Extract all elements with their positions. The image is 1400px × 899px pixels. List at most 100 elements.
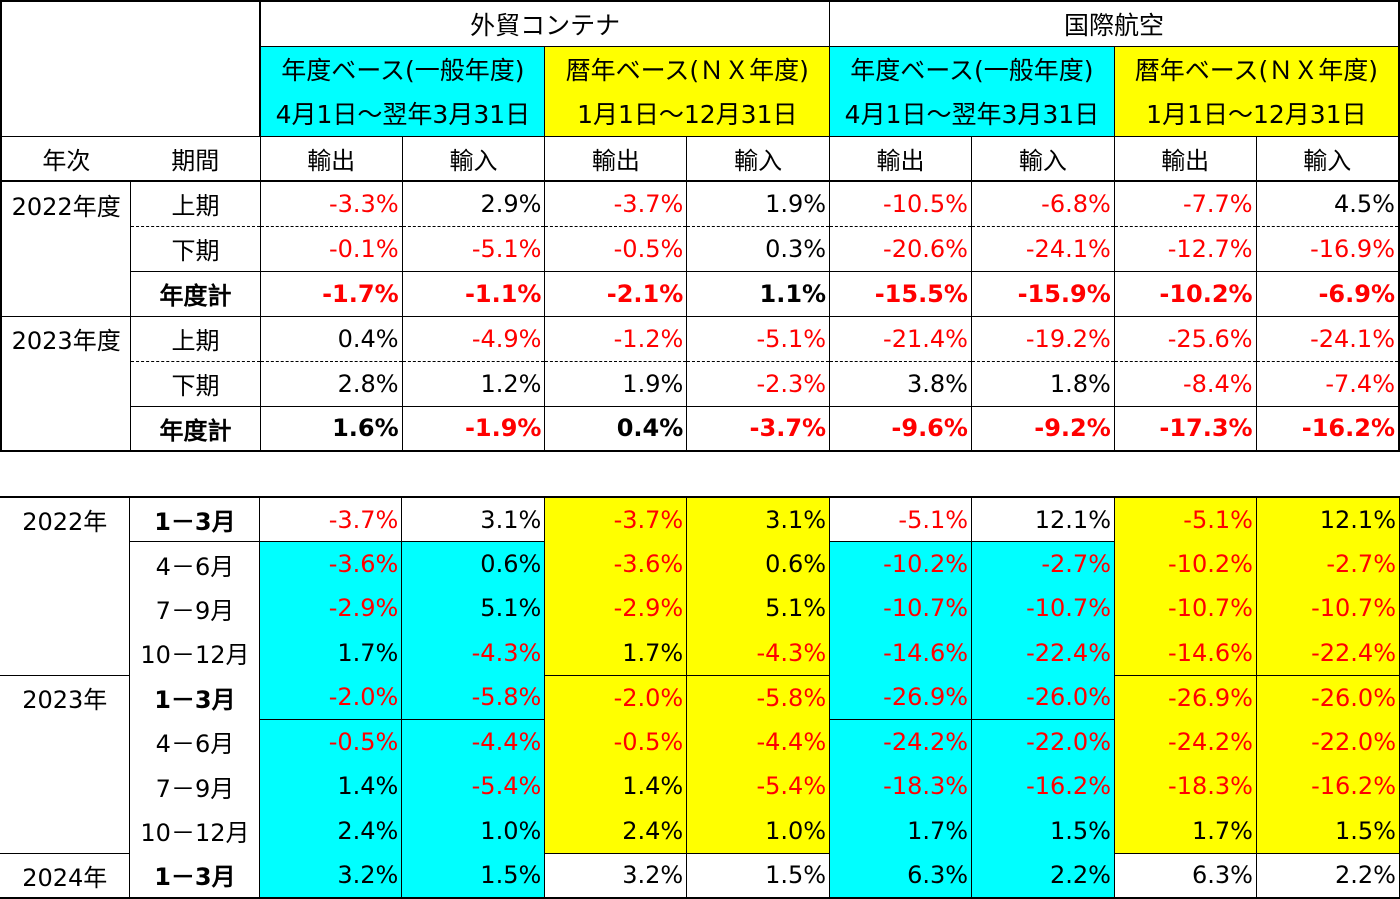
- group-header-air: 国際航空: [829, 0, 1400, 47]
- value-cell: 1.0%: [401, 808, 546, 853]
- value-cell: 3.2%: [544, 853, 688, 899]
- value-cell: -12.7%: [1114, 226, 1257, 272]
- value-cell: -10.7%: [971, 586, 1115, 631]
- col-export-header: 輸出: [544, 136, 688, 182]
- value-cell: -0.1%: [260, 226, 403, 272]
- col-import-header: 輸入: [402, 136, 546, 182]
- value-cell: -22.0%: [1256, 719, 1400, 764]
- period-header-row: 4月1日～翌年3月31日 1月1日～12月31日 4月1日～翌年3月31日 1月…: [1, 91, 1400, 137]
- period-label: 1－3月: [129, 675, 261, 720]
- period-label: 下期: [130, 226, 261, 272]
- fiscal-half-row: 2023年度 上期 0.4% -4.9% -1.2% -5.1% -21.4% -19.2% -…: [0, 316, 1400, 362]
- value-cell: 2.2%: [1256, 853, 1400, 899]
- fiscal-half-row: 下期 2.8% 1.2% 1.9% -2.3% 3.8% 1.8% -8.4% -7.4%: [0, 361, 1400, 407]
- value-cell: -26.0%: [971, 675, 1115, 720]
- year-label: 2022年: [0, 496, 131, 542]
- base-calendar-label: 暦年ベース(ＮＸ年度): [544, 46, 831, 91]
- value-cell: -1.7%: [260, 271, 403, 317]
- value-cell: -8.4%: [1114, 361, 1257, 407]
- quarter-row: 2023年 1－3月 -2.0% -5.8% -2.0% -5.8% -26.9% -26.0…: [0, 675, 1400, 720]
- value-cell: -22.4%: [1256, 630, 1400, 676]
- period-label: 10－12月: [129, 808, 261, 853]
- value-cell: 3.1%: [686, 496, 831, 542]
- value-cell: -2.9%: [259, 586, 403, 631]
- value-cell: -10.2%: [1114, 271, 1257, 317]
- value-cell: 2.2%: [971, 853, 1115, 899]
- value-cell: 1.7%: [1114, 808, 1257, 854]
- value-cell: 1.5%: [401, 853, 546, 899]
- value-cell: -22.4%: [971, 630, 1115, 675]
- value-cell: -4.4%: [401, 719, 546, 764]
- year-label: [0, 226, 132, 271]
- quarter-row: 7－9月 1.4% -5.4% 1.4% -5.4% -18.3% -16.2% -18.3%…: [0, 764, 1400, 809]
- group-header-container: 外貿コンテナ: [260, 0, 831, 47]
- value-cell: 1.2%: [402, 361, 546, 407]
- year-label: [0, 361, 132, 406]
- value-cell: -3.7%: [686, 406, 831, 452]
- value-cell: 0.6%: [686, 541, 831, 586]
- quarter-row: 7－9月 -2.9% 5.1% -2.9% 5.1% -10.7% -10.7% -10.7%…: [0, 586, 1400, 631]
- quarter-row: 2024年 1－3月 3.2% 1.5% 3.2% 1.5% 6.3% 2.2% 6.3% 2.2…: [0, 853, 1400, 899]
- value-cell: -0.5%: [544, 226, 688, 272]
- column-header-row: 年次 期間 輸出 輸入 輸出 輸入 輸出 輸入 輸出 輸入: [0, 136, 1400, 182]
- value-cell: -4.4%: [686, 719, 831, 764]
- period-label: 7－9月: [129, 586, 261, 631]
- base-header-row: 年度ベース(一般年度) 暦年ベース(ＮＸ年度) 年度ベース(一般年度) 暦年ベー…: [1, 46, 1400, 91]
- period-label: 1－3月: [129, 853, 261, 899]
- quarter-row: 10－12月 1.7% -4.3% 1.7% -4.3% -14.6% -22.4% -14.…: [0, 630, 1400, 676]
- value-cell: 1.4%: [259, 764, 403, 809]
- value-cell: 2.4%: [259, 808, 403, 853]
- value-cell: -26.0%: [1256, 675, 1400, 720]
- quarter-body: 2022年 1－3月 -3.7% 3.1% -3.7% 3.1% -5.1% 12.1% -5.…: [0, 496, 1400, 899]
- value-cell: -1.1%: [402, 271, 546, 317]
- value-cell: -10.5%: [829, 181, 972, 227]
- year-label: [0, 808, 131, 854]
- year-label: 2023年度: [0, 316, 132, 361]
- value-cell: -16.9%: [1256, 226, 1400, 272]
- base-fiscal-label: 年度ベース(一般年度): [260, 46, 546, 91]
- value-cell: -24.1%: [1256, 316, 1400, 362]
- value-cell: -26.9%: [829, 675, 973, 720]
- value-cell: -5.4%: [401, 764, 546, 809]
- value-cell: -5.8%: [401, 675, 546, 720]
- value-cell: -9.2%: [971, 406, 1115, 452]
- quarter-row: 10－12月 2.4% 1.0% 2.4% 1.0% 1.7% 1.5% 1.7% 1.5%: [0, 808, 1400, 854]
- period-calendar-label: 1月1日～12月31日: [1114, 91, 1400, 137]
- value-cell: -0.5%: [544, 719, 688, 764]
- col-import-header: 輸入: [971, 136, 1115, 182]
- value-cell: -2.3%: [686, 361, 831, 407]
- quarter-row: 4－6月 -0.5% -4.4% -0.5% -4.4% -24.2% -22.0% -24.…: [0, 719, 1400, 764]
- value-cell: 1.5%: [1256, 808, 1400, 854]
- value-cell: 3.1%: [401, 496, 546, 542]
- value-cell: -0.5%: [259, 719, 403, 764]
- value-cell: -10.7%: [1256, 586, 1400, 631]
- fiscal-half-row: 2022年度 上期 -3.3% 2.9% -3.7% 1.9% -10.5% -6.8% -7.…: [0, 181, 1400, 227]
- value-cell: 5.1%: [401, 586, 546, 631]
- value-cell: 12.1%: [1256, 496, 1400, 542]
- value-cell: 1.5%: [686, 853, 831, 899]
- fiscal-total-row: 年度計 -1.7% -1.1% -2.1% 1.1% -15.5% -15.9% -10.2%…: [0, 271, 1400, 317]
- value-cell: 1.4%: [544, 764, 688, 809]
- value-cell: 3.8%: [829, 361, 972, 407]
- value-cell: -21.4%: [829, 316, 972, 362]
- period-label: 7－9月: [129, 764, 261, 809]
- value-cell: 6.3%: [829, 853, 973, 899]
- value-cell: -3.7%: [544, 181, 688, 227]
- value-cell: -15.5%: [829, 271, 972, 317]
- value-cell: -3.6%: [544, 541, 688, 586]
- year-label: [0, 764, 131, 809]
- value-cell: 6.3%: [1114, 853, 1257, 899]
- value-cell: -3.6%: [259, 541, 403, 586]
- value-cell: 2.9%: [402, 181, 546, 227]
- value-cell: 1.7%: [829, 808, 973, 853]
- period-calendar-label: 1月1日～12月31日: [544, 91, 831, 137]
- year-label: [0, 586, 131, 631]
- value-cell: -15.9%: [971, 271, 1115, 317]
- value-cell: 1.7%: [544, 630, 688, 676]
- col-export-header: 輸出: [1114, 136, 1257, 182]
- period-label: 上期: [130, 181, 261, 227]
- value-cell: 12.1%: [971, 496, 1115, 542]
- value-cell: -17.3%: [1114, 406, 1257, 452]
- value-cell: -7.4%: [1256, 361, 1400, 407]
- base-calendar-label: 暦年ベース(ＮＸ年度): [1114, 46, 1400, 91]
